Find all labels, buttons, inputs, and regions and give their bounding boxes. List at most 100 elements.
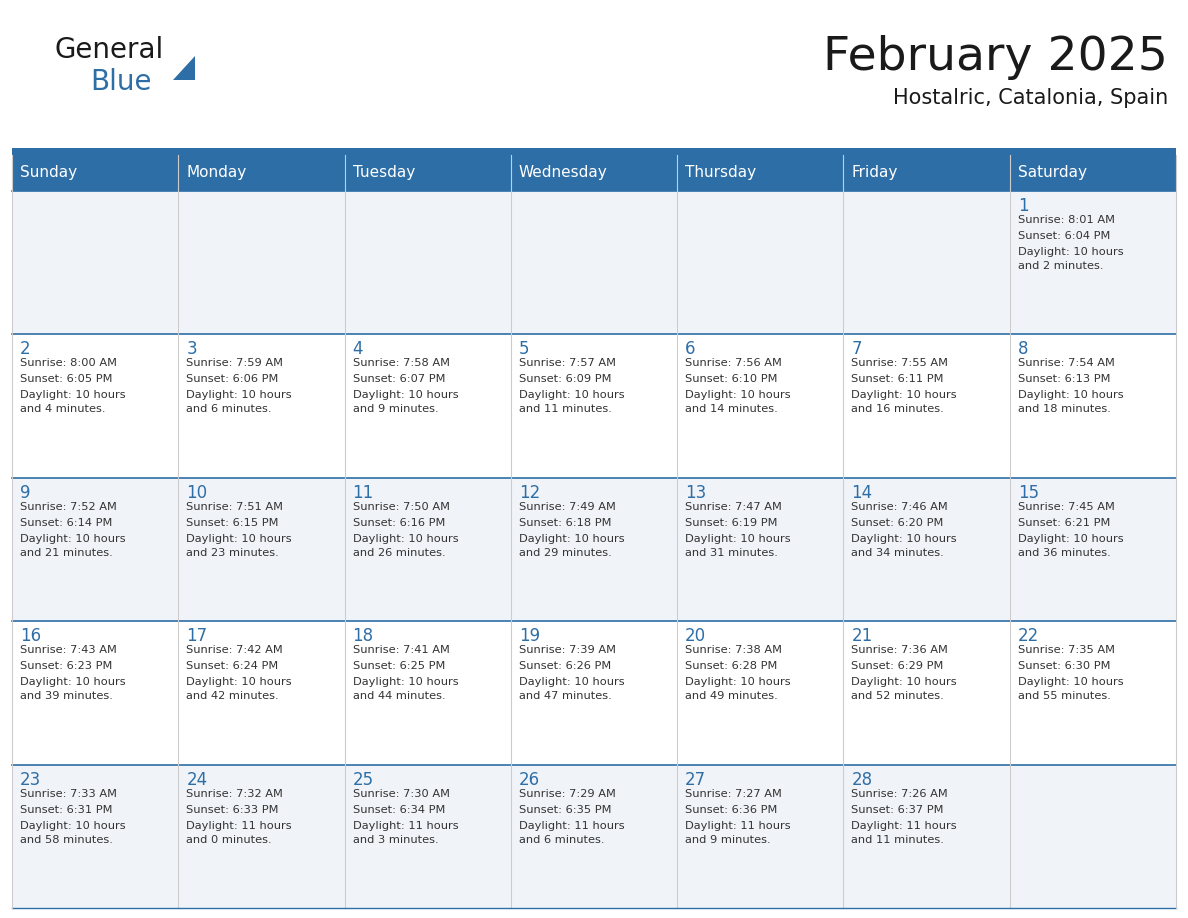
Text: Daylight: 10 hours: Daylight: 10 hours [187,390,292,400]
Text: 6: 6 [685,341,696,358]
Text: 9: 9 [20,484,31,502]
Text: 1: 1 [1018,197,1029,215]
Text: and 34 minutes.: and 34 minutes. [852,548,944,558]
Text: and 14 minutes.: and 14 minutes. [685,405,778,414]
Text: Sunset: 6:07 PM: Sunset: 6:07 PM [353,375,446,385]
Text: and 4 minutes.: and 4 minutes. [20,405,106,414]
Text: Sunset: 6:28 PM: Sunset: 6:28 PM [685,661,777,671]
Text: Sunrise: 7:58 AM: Sunrise: 7:58 AM [353,358,449,368]
Text: and 11 minutes.: and 11 minutes. [852,834,944,845]
Text: and 21 minutes.: and 21 minutes. [20,548,113,558]
Text: Sunset: 6:21 PM: Sunset: 6:21 PM [1018,518,1110,528]
Text: Sunrise: 7:33 AM: Sunrise: 7:33 AM [20,789,116,799]
Text: 16: 16 [20,627,42,645]
Text: Sunset: 6:35 PM: Sunset: 6:35 PM [519,804,612,814]
Text: Sunrise: 7:42 AM: Sunrise: 7:42 AM [187,645,283,655]
Text: 3: 3 [187,341,197,358]
Text: and 3 minutes.: and 3 minutes. [353,834,438,845]
Text: and 0 minutes.: and 0 minutes. [187,834,272,845]
Text: Daylight: 10 hours: Daylight: 10 hours [20,390,126,400]
Text: Daylight: 10 hours: Daylight: 10 hours [20,677,126,688]
Text: and 23 minutes.: and 23 minutes. [187,548,279,558]
Text: Sunset: 6:05 PM: Sunset: 6:05 PM [20,375,113,385]
Text: February 2025: February 2025 [823,35,1168,80]
Text: 4: 4 [353,341,364,358]
Text: and 29 minutes.: and 29 minutes. [519,548,612,558]
Text: Daylight: 10 hours: Daylight: 10 hours [353,677,459,688]
Bar [12,477,1176,621]
Text: Sunset: 6:37 PM: Sunset: 6:37 PM [852,804,944,814]
Text: 13: 13 [685,484,707,502]
Text: Sunset: 6:16 PM: Sunset: 6:16 PM [353,518,446,528]
Text: Sunset: 6:14 PM: Sunset: 6:14 PM [20,518,113,528]
Text: 19: 19 [519,627,541,645]
Text: Sunrise: 7:49 AM: Sunrise: 7:49 AM [519,502,615,512]
Text: and 39 minutes.: and 39 minutes. [20,691,113,701]
Text: Daylight: 11 hours: Daylight: 11 hours [852,821,958,831]
Bar [345,155,511,191]
Text: Daylight: 11 hours: Daylight: 11 hours [353,821,459,831]
Text: Daylight: 10 hours: Daylight: 10 hours [685,677,791,688]
Text: 15: 15 [1018,484,1038,502]
Text: General: General [55,36,164,64]
Text: 24: 24 [187,770,208,789]
Text: 14: 14 [852,484,872,502]
Text: 22: 22 [1018,627,1040,645]
Text: Daylight: 10 hours: Daylight: 10 hours [519,677,625,688]
Text: Sunrise: 7:30 AM: Sunrise: 7:30 AM [353,789,449,799]
Bar [677,155,843,191]
Text: 21: 21 [852,627,873,645]
Text: Sunset: 6:11 PM: Sunset: 6:11 PM [852,375,944,385]
Text: Sunset: 6:25 PM: Sunset: 6:25 PM [353,661,446,671]
Text: Daylight: 10 hours: Daylight: 10 hours [187,533,292,543]
Text: 2: 2 [20,341,31,358]
Text: Daylight: 10 hours: Daylight: 10 hours [1018,677,1124,688]
Text: and 6 minutes.: and 6 minutes. [187,405,272,414]
Text: Sunrise: 7:35 AM: Sunrise: 7:35 AM [1018,645,1114,655]
Text: Sunrise: 7:51 AM: Sunrise: 7:51 AM [187,502,283,512]
Text: Sunset: 6:31 PM: Sunset: 6:31 PM [20,804,113,814]
Bar [843,155,1010,191]
Text: 27: 27 [685,770,707,789]
Text: and 58 minutes.: and 58 minutes. [20,834,113,845]
Bar [12,191,1176,334]
Text: Sunrise: 7:41 AM: Sunrise: 7:41 AM [353,645,449,655]
Text: Sunset: 6:34 PM: Sunset: 6:34 PM [353,804,446,814]
Text: 12: 12 [519,484,541,502]
Text: and 26 minutes.: and 26 minutes. [353,548,446,558]
Text: Sunrise: 7:55 AM: Sunrise: 7:55 AM [852,358,948,368]
Bar [12,334,1176,477]
Text: and 18 minutes.: and 18 minutes. [1018,405,1111,414]
Text: Sunrise: 7:59 AM: Sunrise: 7:59 AM [187,358,283,368]
Text: and 49 minutes.: and 49 minutes. [685,691,778,701]
Text: Sunrise: 8:01 AM: Sunrise: 8:01 AM [1018,215,1114,225]
Text: and 9 minutes.: and 9 minutes. [685,834,771,845]
Bar [1010,155,1176,191]
Text: and 2 minutes.: and 2 minutes. [1018,261,1104,271]
Text: Sunrise: 7:54 AM: Sunrise: 7:54 AM [1018,358,1114,368]
Text: 5: 5 [519,341,530,358]
Text: 8: 8 [1018,341,1029,358]
Text: Daylight: 10 hours: Daylight: 10 hours [685,390,791,400]
Text: Sunrise: 8:00 AM: Sunrise: 8:00 AM [20,358,116,368]
Text: Wednesday: Wednesday [519,165,607,181]
Text: Daylight: 11 hours: Daylight: 11 hours [187,821,292,831]
Text: and 11 minutes.: and 11 minutes. [519,405,612,414]
Text: Daylight: 10 hours: Daylight: 10 hours [353,533,459,543]
Text: Daylight: 10 hours: Daylight: 10 hours [20,821,126,831]
Text: Blue: Blue [90,68,152,96]
Text: and 55 minutes.: and 55 minutes. [1018,691,1111,701]
Text: 23: 23 [20,770,42,789]
Text: Daylight: 10 hours: Daylight: 10 hours [852,390,958,400]
Text: Sunrise: 7:47 AM: Sunrise: 7:47 AM [685,502,782,512]
Text: 18: 18 [353,627,374,645]
Text: Sunrise: 7:39 AM: Sunrise: 7:39 AM [519,645,615,655]
Text: Sunset: 6:36 PM: Sunset: 6:36 PM [685,804,777,814]
Text: Sunset: 6:30 PM: Sunset: 6:30 PM [1018,661,1111,671]
Text: Monday: Monday [187,165,247,181]
Text: Saturday: Saturday [1018,165,1087,181]
Text: Sunrise: 7:57 AM: Sunrise: 7:57 AM [519,358,615,368]
Bar [12,765,1176,908]
Bar [511,155,677,191]
Polygon shape [173,56,195,80]
